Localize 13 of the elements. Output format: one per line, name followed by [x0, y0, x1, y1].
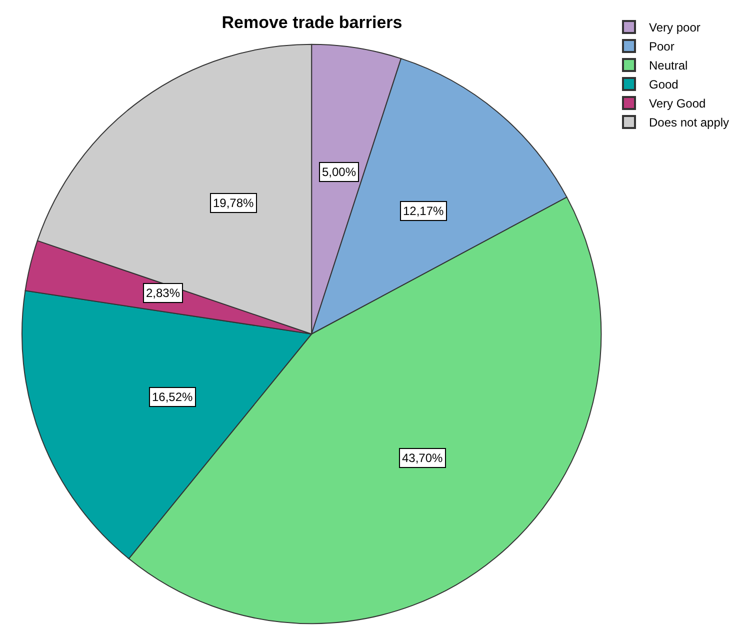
legend-label: Very poor — [649, 20, 700, 35]
chart-title: Remove trade barriers — [222, 12, 402, 32]
legend-label: Very Good — [649, 96, 706, 111]
legend-label: Neutral — [649, 58, 688, 73]
data-label: 16,52% — [152, 390, 194, 404]
legend-label: Poor — [649, 40, 674, 54]
data-label: 43,70% — [402, 451, 444, 465]
data-label: 12,17% — [403, 204, 444, 218]
legend-label: Good — [649, 78, 678, 92]
data-label: 5,00% — [322, 165, 356, 179]
data-label: 2,83% — [146, 286, 180, 300]
data-label: 19,78% — [213, 196, 254, 210]
legend-label: Does not apply — [649, 116, 730, 130]
